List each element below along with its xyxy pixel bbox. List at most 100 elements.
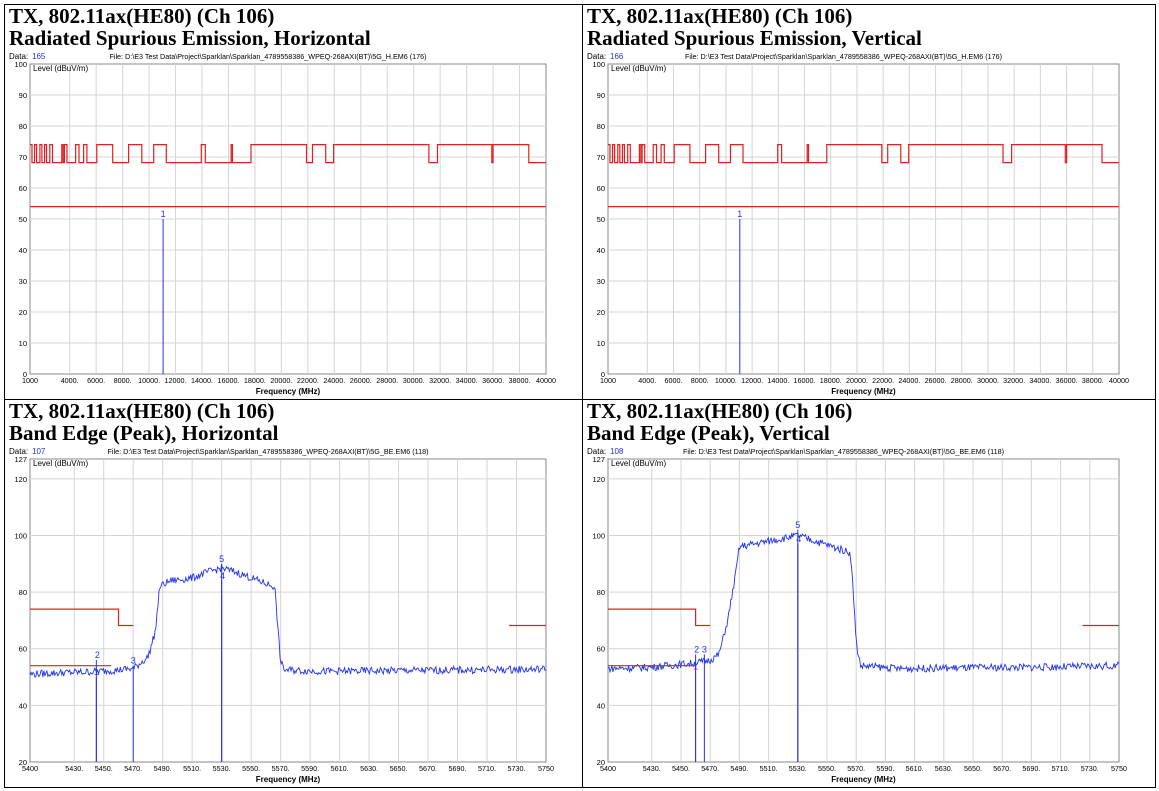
x-tick-label: 10000. xyxy=(715,376,737,385)
trace-line xyxy=(29,564,547,679)
x-tick-label: 5730. xyxy=(1081,764,1099,773)
y-tick-label: 100 xyxy=(14,531,27,540)
x-tick-label: 5510. xyxy=(760,764,778,773)
y-tick-label: 127 xyxy=(14,455,27,464)
x-tick-label: 5490. xyxy=(730,764,748,773)
y-tick-label: 40 xyxy=(597,246,605,255)
file-path: File: D:\E3 Test Data\Project\Sparklan\S… xyxy=(685,52,1002,61)
chart-bandedge-vertical: Data: 108 File: D:\E3 Test Data\Project\Sp… xyxy=(587,447,1127,784)
y-tick-label: 60 xyxy=(19,184,27,193)
panel-title-line1: TX, 802.11ax(HE80) (Ch 106) xyxy=(9,399,275,423)
x-tick-label: 32000. xyxy=(429,376,451,385)
y-tick-label: 20 xyxy=(19,758,27,767)
limit-line xyxy=(30,608,134,627)
x-axis-label: Frequency (MHz) xyxy=(831,387,896,396)
limit-line xyxy=(608,608,711,627)
x-tick-label: 10000. xyxy=(138,376,160,385)
grid-divider-horizontal xyxy=(5,399,1155,400)
x-tick-label: 26000. xyxy=(350,376,372,385)
x-tick-label: 5670. xyxy=(419,764,437,773)
data-number: 166 xyxy=(610,52,624,61)
y-tick-label: 30 xyxy=(19,277,27,286)
y-tick-label: 20 xyxy=(597,758,605,767)
chart-rse-vertical: Data: 166 File: D:\E3 Test Data\Project\Sp… xyxy=(587,52,1129,396)
panel-bandedge-vertical: TX, 802.11ax(HE80) (Ch 106) Band Edge (P… xyxy=(583,400,1157,789)
x-tick-label: 36000. xyxy=(1056,376,1078,385)
y-tick-label: 20 xyxy=(19,308,27,317)
y-tick-label: 20 xyxy=(597,308,605,317)
y-tick-label: 60 xyxy=(597,645,605,654)
x-tick-label: 1000 xyxy=(600,376,616,385)
panel-title-line2: Radiated Spurious Emission, Horizontal xyxy=(9,26,371,50)
x-tick-label: 5530. xyxy=(789,764,807,773)
y-tick-label: 50 xyxy=(597,215,605,224)
panel-rse-horizontal: TX, 802.11ax(HE80) (Ch 106) Radiated Spu… xyxy=(5,5,582,399)
y-tick-label: 127 xyxy=(592,455,605,464)
x-tick-label: 24000. xyxy=(323,376,345,385)
x-tick-label: 5510. xyxy=(183,764,201,773)
x-tick-label: 5750 xyxy=(1111,764,1127,773)
x-tick-label: 6000. xyxy=(665,376,683,385)
x-tick-label: 32000. xyxy=(1003,376,1025,385)
y-tick-label: 100 xyxy=(592,60,605,69)
y-tick-label: 40 xyxy=(597,701,605,710)
x-tick-label: 22000. xyxy=(872,376,894,385)
y-tick-label: 80 xyxy=(19,122,27,131)
x-tick-label: 5490. xyxy=(154,764,172,773)
y-tick-label: 70 xyxy=(19,153,27,162)
y-axis-label: Level (dBuV/m) xyxy=(611,459,666,468)
x-tick-label: 16000. xyxy=(794,376,816,385)
file-path: File: D:\E3 Test Data\Project\Sparklan\S… xyxy=(683,447,1004,456)
y-tick-label: 60 xyxy=(19,645,27,654)
x-tick-label: 30000. xyxy=(977,376,999,385)
data-label: Data: xyxy=(587,52,606,61)
marker-label: 2 xyxy=(694,644,699,654)
x-tick-label: 5570. xyxy=(272,764,290,773)
y-tick-label: 90 xyxy=(19,91,27,100)
x-tick-label: 5630. xyxy=(935,764,953,773)
x-tick-label: 34000. xyxy=(1029,376,1051,385)
y-axis-label: Level (dBuV/m) xyxy=(611,64,666,73)
x-tick-label: 5590. xyxy=(301,764,319,773)
y-tick-label: 120 xyxy=(14,475,27,484)
x-tick-label: 28000. xyxy=(376,376,398,385)
y-tick-label: 70 xyxy=(597,153,605,162)
x-tick-label: 30000. xyxy=(403,376,425,385)
x-axis-label: Frequency (MHz) xyxy=(831,775,896,784)
x-tick-label: 5610. xyxy=(906,764,924,773)
x-tick-label: 5670. xyxy=(993,764,1011,773)
y-tick-label: 120 xyxy=(592,475,605,484)
x-tick-label: 20000. xyxy=(846,376,868,385)
x-tick-label: 5710. xyxy=(478,764,496,773)
x-tick-label: 8000. xyxy=(691,376,709,385)
y-tick-label: 100 xyxy=(14,60,27,69)
x-axis-label: Frequency (MHz) xyxy=(256,775,321,784)
x-tick-label: 28000. xyxy=(951,376,973,385)
file-path: File: D:\E3 Test Data\Project\Sparklan\S… xyxy=(108,447,429,456)
file-path: File: D:\E3 Test Data\Project\Sparklan\S… xyxy=(109,52,426,61)
x-tick-label: 40000 xyxy=(1109,376,1129,385)
x-tick-label: 4000. xyxy=(638,376,656,385)
x-tick-label: 5530. xyxy=(213,764,231,773)
data-number: 165 xyxy=(32,52,46,61)
x-tick-label: 5550. xyxy=(242,764,260,773)
x-tick-label: 20000. xyxy=(270,376,292,385)
plot-area xyxy=(29,458,547,763)
x-tick-label: 38000. xyxy=(1082,376,1104,385)
x-tick-label: 26000. xyxy=(925,376,947,385)
y-tick-label: 0 xyxy=(601,370,605,379)
marker-label: 3 xyxy=(702,644,707,654)
y-tick-label: 40 xyxy=(19,246,27,255)
panel-title-line2: Radiated Spurious Emission, Vertical xyxy=(587,26,922,50)
x-tick-label: 5570. xyxy=(847,764,865,773)
x-tick-label: 12000. xyxy=(165,376,187,385)
x-tick-label: 5690. xyxy=(449,764,467,773)
y-tick-label: 60 xyxy=(597,184,605,193)
panel-title-line2: Band Edge (Peak), Vertical xyxy=(587,421,830,445)
x-tick-label: 5630. xyxy=(360,764,378,773)
panel-rse-vertical: TX, 802.11ax(HE80) (Ch 106) Radiated Spu… xyxy=(583,5,1157,399)
x-tick-label: 5590. xyxy=(876,764,894,773)
x-tick-label: 36000. xyxy=(482,376,504,385)
x-tick-label: 5450. xyxy=(672,764,690,773)
x-tick-label: 5470. xyxy=(124,764,142,773)
